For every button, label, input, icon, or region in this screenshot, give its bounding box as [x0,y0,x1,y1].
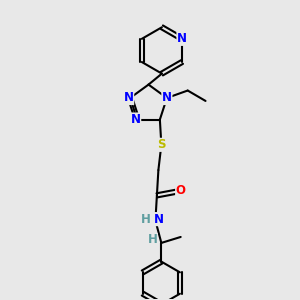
Text: N: N [153,213,164,226]
Text: H: H [141,213,151,226]
Text: N: N [177,32,187,45]
Text: H: H [148,233,158,246]
Text: N: N [124,92,134,104]
Text: O: O [176,184,186,197]
Text: N: N [131,113,141,126]
Text: N: N [162,92,172,104]
Text: S: S [157,138,166,151]
